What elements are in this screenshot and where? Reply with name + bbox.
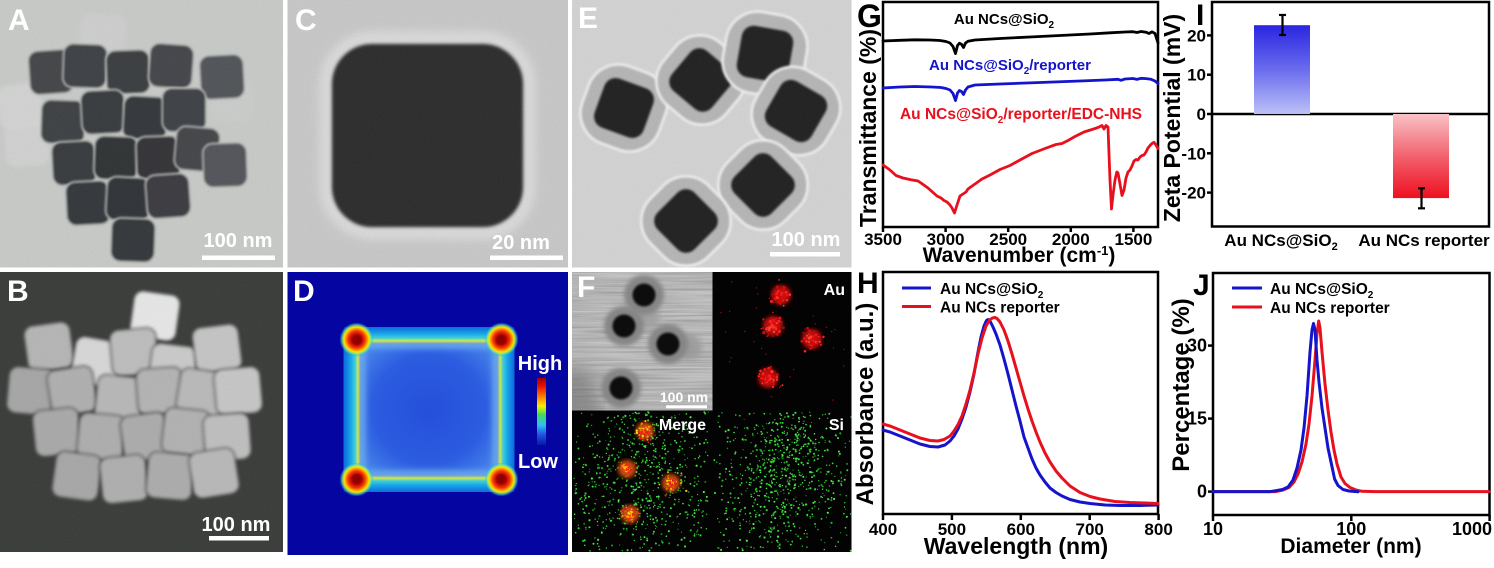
svg-text:0: 0 <box>1197 105 1206 124</box>
svg-text:Au NCs reporter: Au NCs reporter <box>1358 231 1490 250</box>
svg-text:I: I <box>1196 0 1204 32</box>
svg-text:Percentage (%): Percentage (%) <box>1168 298 1195 471</box>
svg-text:H: H <box>857 267 879 300</box>
svg-text:2000: 2000 <box>1052 230 1090 249</box>
svg-text:20 nm: 20 nm <box>492 232 550 254</box>
svg-text:Si: Si <box>829 417 844 434</box>
svg-text:800: 800 <box>1144 520 1172 539</box>
svg-text:Au: Au <box>824 282 845 299</box>
svg-text:G: G <box>857 0 882 34</box>
svg-text:F: F <box>577 271 595 304</box>
svg-text:-20: -20 <box>1181 184 1206 203</box>
svg-text:100 nm: 100 nm <box>204 230 273 252</box>
svg-text:600: 600 <box>1007 520 1035 539</box>
svg-text:10: 10 <box>1203 519 1223 539</box>
svg-text:Au NCs reporter: Au NCs reporter <box>940 300 1060 317</box>
svg-text:Au NCs@SiO2: Au NCs@SiO2 <box>954 11 1055 31</box>
svg-text:J: J <box>1193 269 1210 302</box>
svg-text:C: C <box>295 4 317 37</box>
svg-text:0: 0 <box>1197 482 1207 502</box>
svg-text:Low: Low <box>518 451 558 473</box>
svg-text:100 nm: 100 nm <box>202 514 271 536</box>
svg-text:1500: 1500 <box>1114 230 1152 249</box>
svg-text:Au NCs@SiO2/reporter: Au NCs@SiO2/reporter <box>929 57 1091 77</box>
svg-text:30: 30 <box>1187 336 1207 356</box>
svg-text:-10: -10 <box>1181 144 1206 163</box>
svg-text:Au NCs@SiO2: Au NCs@SiO2 <box>1270 281 1374 301</box>
svg-text:A: A <box>8 4 30 37</box>
svg-text:Au NCs@SiO2: Au NCs@SiO2 <box>940 281 1044 301</box>
svg-text:D: D <box>293 275 315 308</box>
svg-text:3500: 3500 <box>864 230 902 249</box>
svg-text:100 nm: 100 nm <box>772 229 841 251</box>
svg-text:100: 100 <box>1336 519 1366 539</box>
svg-text:100 nm: 100 nm <box>660 389 708 405</box>
svg-text:High: High <box>518 353 562 375</box>
svg-text:1000: 1000 <box>1452 519 1492 539</box>
svg-text:Wavelength (nm): Wavelength (nm) <box>924 533 1108 559</box>
svg-text:Transmittance (%): Transmittance (%) <box>855 29 881 227</box>
svg-text:Au NCs reporter: Au NCs reporter <box>1270 300 1390 317</box>
svg-text:2500: 2500 <box>989 230 1027 249</box>
svg-text:500: 500 <box>938 520 966 539</box>
svg-text:15: 15 <box>1187 409 1207 429</box>
svg-text:3000: 3000 <box>927 230 965 249</box>
svg-text:10: 10 <box>1187 66 1206 85</box>
svg-text:Au NCs@SiO2: Au NCs@SiO2 <box>1224 231 1337 253</box>
svg-text:20: 20 <box>1187 26 1206 45</box>
svg-text:Merge: Merge <box>659 417 706 434</box>
svg-text:700: 700 <box>1076 520 1104 539</box>
svg-text:Zeta Potential (mV): Zeta Potential (mV) <box>1159 14 1185 222</box>
svg-text:Absorbance (a.u.): Absorbance (a.u.) <box>852 303 879 506</box>
svg-text:E: E <box>578 2 598 35</box>
svg-text:Diameter (nm): Diameter (nm) <box>1280 535 1421 558</box>
svg-text:400: 400 <box>869 520 897 539</box>
svg-text:Wavenumber (cm-1): Wavenumber (cm-1) <box>923 243 1116 267</box>
svg-text:Au NCs@SiO2/reporter/EDC-NHS: Au NCs@SiO2/reporter/EDC-NHS <box>900 106 1142 126</box>
svg-text:B: B <box>7 275 29 308</box>
